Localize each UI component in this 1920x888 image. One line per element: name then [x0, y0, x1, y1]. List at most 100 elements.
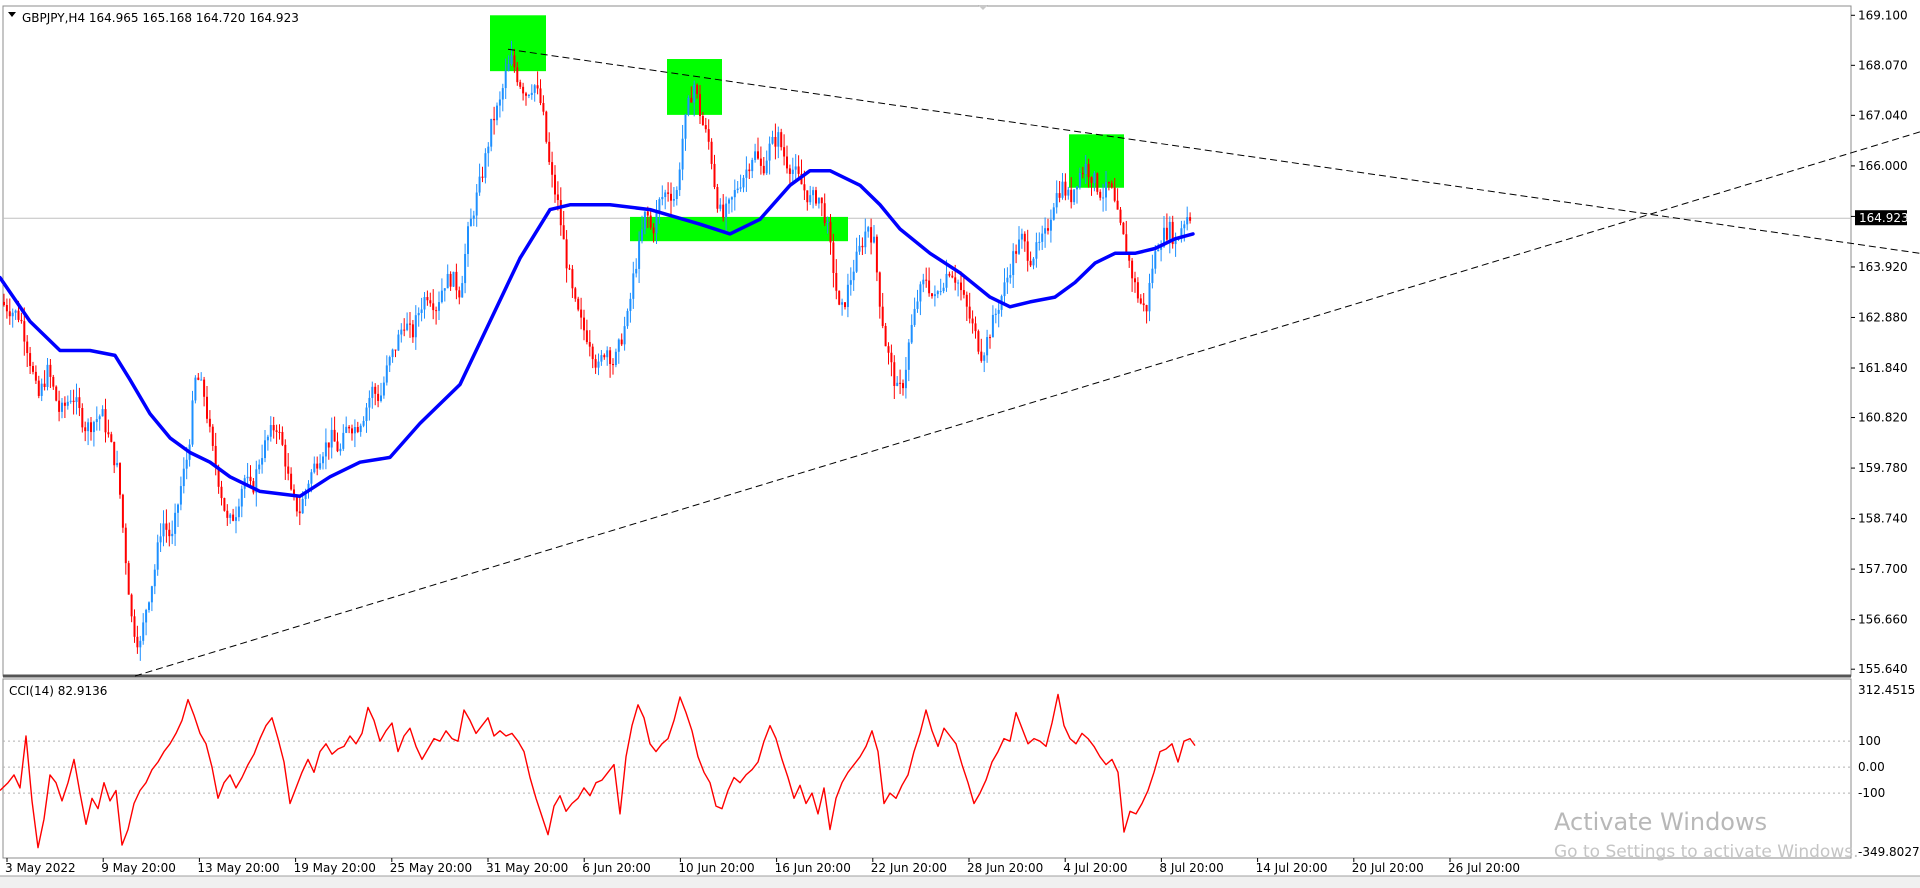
trendlines[interactable]: [134, 48, 1920, 677]
candle-body: [69, 400, 72, 402]
candle-body: [655, 211, 658, 234]
time-tick-label: 16 Jun 20:00: [775, 861, 851, 875]
candle-body: [556, 194, 559, 201]
candle-body: [148, 602, 150, 610]
candle-body: [327, 442, 330, 448]
candle-body: [208, 418, 211, 427]
candle-body: [498, 99, 501, 106]
candle-body: [319, 463, 322, 469]
candle-body: [478, 176, 481, 193]
candle-body: [638, 240, 641, 269]
candle-body: [1154, 251, 1157, 269]
candle-body: [1026, 241, 1029, 261]
candle-body: [403, 329, 406, 331]
trendline[interactable]: [507, 48, 1920, 254]
candle-body: [348, 426, 351, 429]
candle-body: [304, 491, 307, 500]
candle-body: [240, 488, 243, 507]
candle-body: [1090, 177, 1093, 183]
candle-body: [63, 402, 66, 406]
candle-body: [1093, 173, 1096, 183]
candle-body: [1113, 187, 1116, 201]
candle-body: [670, 193, 672, 201]
candle-body: [957, 282, 960, 284]
candle-body: [58, 400, 61, 412]
candle-body: [78, 397, 81, 408]
candle-body: [849, 280, 852, 285]
candle-body: [452, 271, 455, 287]
candle-body: [467, 226, 469, 254]
candle-body: [272, 424, 275, 431]
candle-body: [1049, 219, 1052, 231]
candle-body: [904, 369, 907, 389]
candle-body: [780, 132, 783, 148]
candle-body: [1160, 246, 1163, 250]
candle-body: [107, 432, 110, 435]
candle-body: [229, 514, 232, 518]
candle-body: [197, 377, 200, 380]
candle-body: [1035, 242, 1038, 259]
candle-body: [707, 129, 710, 142]
scroll-marker-icon[interactable]: [978, 5, 988, 10]
candle-body: [409, 323, 411, 325]
candle-body: [588, 342, 591, 347]
candle-body: [29, 353, 32, 366]
candle-body: [464, 253, 467, 284]
candle-body: [574, 288, 577, 299]
time-tick-label: 6 Jun 20:00: [582, 861, 651, 875]
candle-body: [614, 351, 617, 366]
candle-body: [962, 290, 965, 295]
candle-body: [211, 426, 214, 446]
candle-body: [551, 162, 554, 175]
candle-body: [994, 313, 997, 315]
candle-body: [232, 514, 235, 521]
candle-body: [475, 192, 478, 216]
candle-body: [432, 303, 435, 311]
candle-body: [496, 105, 498, 121]
candle-body: [612, 364, 614, 366]
activation-watermark-subtitle: Go to Settings to activate Windows.: [1554, 842, 1859, 862]
candle-body: [217, 467, 220, 487]
candle-body: [858, 245, 861, 252]
candle-body: [255, 469, 258, 493]
candle-body: [1006, 277, 1009, 283]
candle-body: [965, 294, 968, 307]
candle-body: [878, 272, 881, 307]
candle-body: [948, 273, 951, 276]
candle-body: [522, 86, 525, 94]
candle-body: [501, 88, 504, 100]
candle-body: [66, 401, 69, 406]
candle-body: [168, 529, 171, 537]
candle-body: [1128, 254, 1131, 261]
candle-body: [37, 380, 40, 396]
price-tick-label: 156.660: [1858, 613, 1908, 627]
candle-body: [516, 67, 519, 83]
trendline[interactable]: [134, 131, 1920, 677]
candle-body: [942, 287, 945, 292]
candle-body: [771, 136, 774, 144]
candle-body: [206, 396, 208, 419]
candle-body: [1163, 227, 1165, 247]
candle-body: [623, 326, 626, 345]
price-tick-label: 168.070: [1858, 58, 1908, 72]
collapse-arrow-icon[interactable]: [8, 12, 16, 17]
candle-body: [23, 321, 26, 342]
candle-body: [342, 432, 345, 449]
candle-body: [913, 308, 916, 325]
time-tick-label: 20 Jul 20:00: [1352, 861, 1424, 875]
candle-body: [609, 350, 612, 365]
candle-body: [133, 616, 136, 637]
candle-body: [803, 184, 806, 191]
candle-body: [916, 301, 919, 309]
candle-body: [330, 429, 333, 448]
candle-body: [435, 310, 438, 312]
candle-body: [765, 160, 768, 174]
candle-body: [736, 188, 739, 191]
candle-body: [632, 273, 635, 299]
candle-body: [591, 346, 594, 360]
candle-body: [293, 489, 295, 497]
candle-body: [417, 312, 420, 316]
candle-body: [235, 517, 237, 521]
candle-body: [527, 94, 530, 96]
